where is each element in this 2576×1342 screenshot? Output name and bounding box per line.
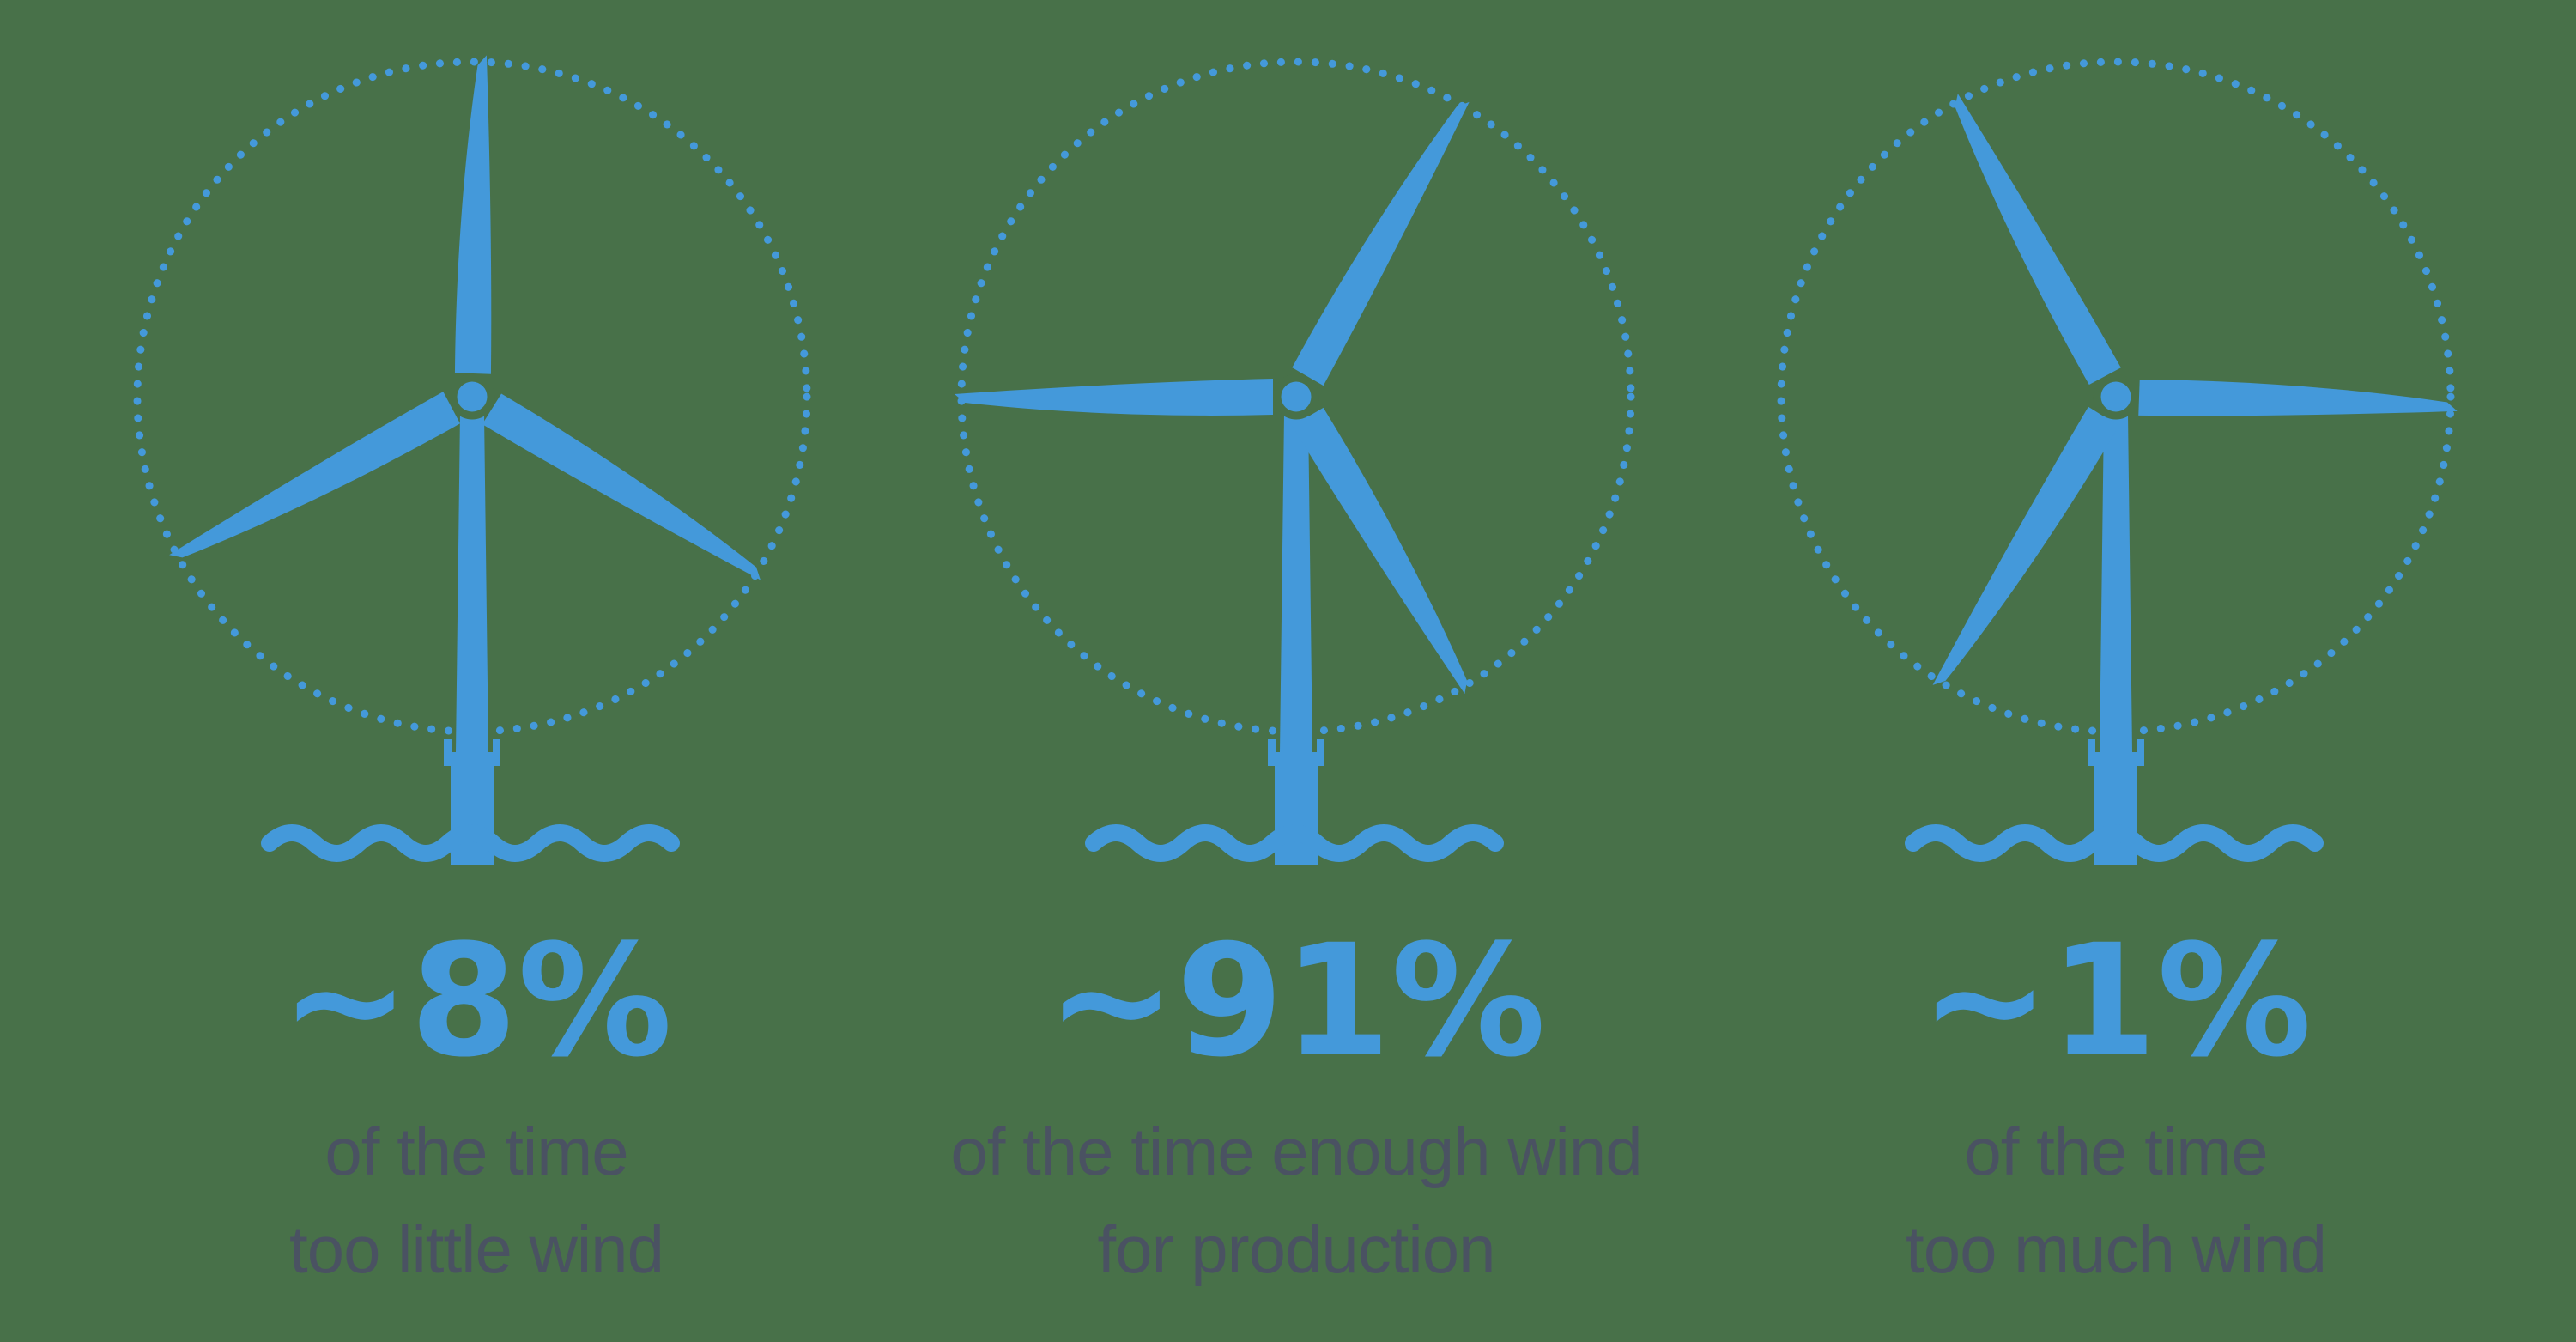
dotted-rotor-sweep-circle	[961, 62, 1631, 865]
wind-turbine-icon-too-little-wind	[107, 19, 837, 886]
stat-description-too-little-wind: of the time too little wind	[47, 1102, 906, 1298]
turbine-hub	[2097, 378, 2135, 416]
stat-description-line1: of the time	[1964, 1114, 2268, 1189]
wind-turbine-icon-enough-wind	[931, 19, 1661, 886]
stat-description-line1: of the time	[324, 1114, 628, 1189]
stat-description-line2: too little wind	[289, 1211, 664, 1287]
stat-percent-too-much-wind: ~1%	[1919, 912, 2312, 1091]
turbine-hub	[453, 378, 491, 416]
stat-percent-enough-wind: ~91%	[1046, 912, 1546, 1091]
stat-description-too-much-wind: of the time too much wind	[1687, 1102, 2545, 1298]
stat-percent-too-little-wind: ~8%	[280, 912, 673, 1091]
turbine-hub	[1277, 378, 1315, 416]
stat-description-line2: for production	[1097, 1211, 1496, 1287]
stat-description-line2: too much wind	[1906, 1211, 2327, 1287]
stat-description-enough-wind: of the time enough wind for production	[867, 1102, 1725, 1298]
stat-description-line1: of the time enough wind	[950, 1114, 1642, 1189]
wind-turbine-icon-too-much-wind	[1751, 19, 2481, 886]
dotted-rotor-sweep-circle	[1781, 62, 2451, 865]
